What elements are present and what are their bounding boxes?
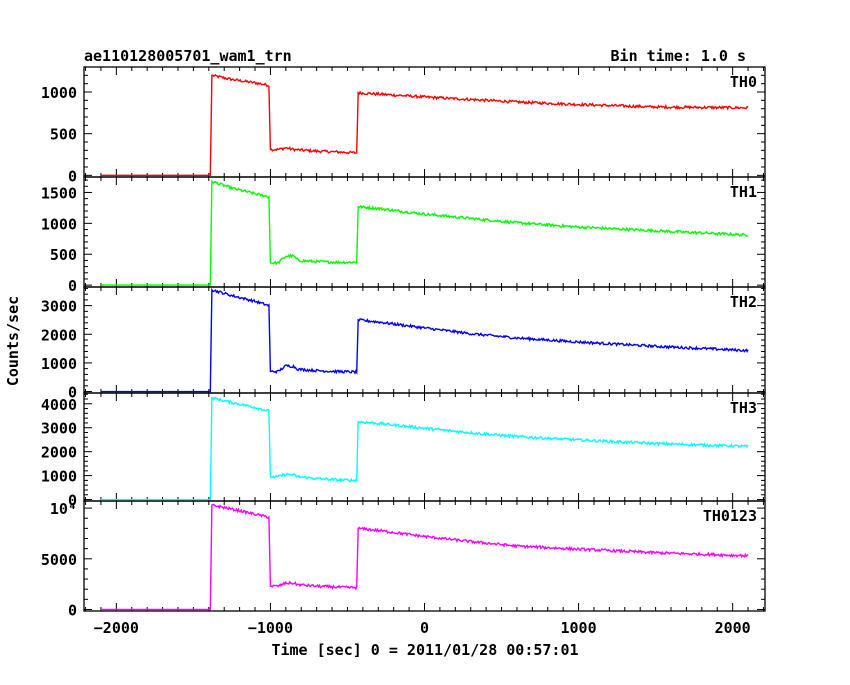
panel-th0123: 0 5000 10⁴ TH0123 −2000 −1000 0 1000 2000 <box>41 500 766 637</box>
y-axis-label: Counts/sec <box>4 296 22 386</box>
y-tick-label: 1000 <box>41 84 77 102</box>
panel-label: TH3 <box>730 399 757 417</box>
panel-th3: 0 1000 2000 3000 4000 TH3 <box>41 392 766 510</box>
panels-group: 0 500 1000 TH0 0 500 1000 1500 TH1 0 1000 2000 3000 T… <box>41 66 766 637</box>
y-tick-label: 10⁴ <box>50 500 77 518</box>
x-tick-label: 2000 <box>715 619 751 637</box>
panel-label: TH0123 <box>703 507 757 525</box>
x-tick-label: 1000 <box>561 619 597 637</box>
y-tick-label: 0 <box>68 492 77 510</box>
x-axis-label: Time [sec] 0 = 2011/01/28 00:57:01 <box>271 641 578 659</box>
y-tick-label: 0 <box>68 601 77 619</box>
y-tick-label: 0 <box>68 384 77 402</box>
panel-frame <box>83 500 766 612</box>
y-tick-label: 2000 <box>41 444 77 462</box>
y-tick-label: 500 <box>50 126 77 144</box>
y-tick-label: 5000 <box>41 551 77 569</box>
y-tick-label: 1000 <box>41 215 77 233</box>
panel-label: TH1 <box>730 183 757 201</box>
series-line-th0 <box>100 73 749 176</box>
panel-frame <box>83 286 766 394</box>
x-tick-label: −2000 <box>94 619 139 637</box>
y-tick-label: 1500 <box>41 184 77 202</box>
panel-frame <box>83 66 766 178</box>
y-tick-label: 0 <box>68 167 77 185</box>
panel-th1: 0 500 1000 1500 TH1 <box>41 176 766 295</box>
series-line-th0123 <box>100 503 749 611</box>
series-line-th2 <box>100 287 749 393</box>
panel-th2: 0 1000 2000 3000 TH2 <box>41 286 766 402</box>
y-tick-label: 3000 <box>41 298 77 316</box>
x-tick-label: 0 <box>420 619 429 637</box>
y-tick-label: 1000 <box>41 468 77 486</box>
chart-title: ae110128005701_wam1_trn <box>84 47 292 65</box>
bin-time-label: Bin time: 1.0 s <box>611 47 746 65</box>
panel-th0: 0 500 1000 TH0 <box>41 66 766 185</box>
series-line-th1 <box>100 179 749 286</box>
y-tick-label: 2000 <box>41 326 77 344</box>
y-tick-label: 1000 <box>41 355 77 373</box>
series-line-th3 <box>100 396 749 501</box>
panel-label: TH2 <box>730 293 757 311</box>
panel-frame <box>83 392 766 502</box>
x-tick-label: −1000 <box>248 619 293 637</box>
y-tick-label: 500 <box>50 246 77 264</box>
y-tick-label: 3000 <box>41 420 77 438</box>
y-tick-label: 0 <box>68 277 77 295</box>
panel-label: TH0 <box>730 73 757 91</box>
y-tick-label: 4000 <box>41 396 77 414</box>
